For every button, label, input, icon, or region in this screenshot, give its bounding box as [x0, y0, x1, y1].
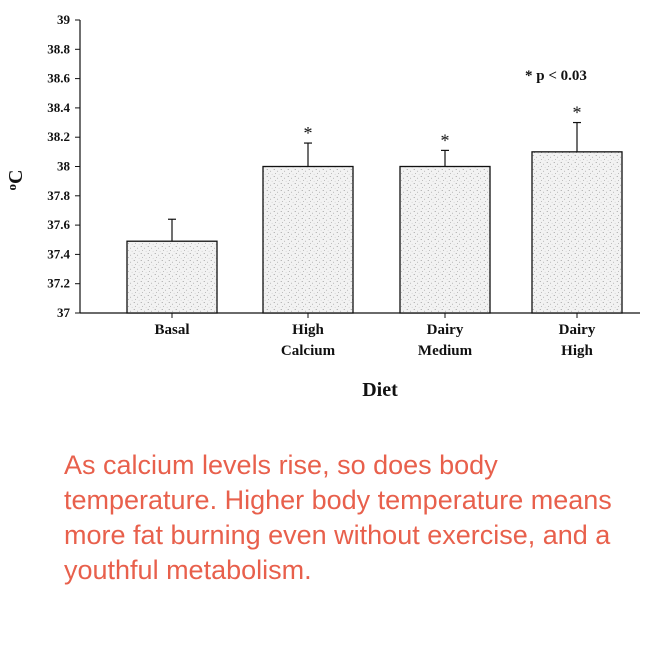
x-axis: [80, 312, 640, 318]
category-label-0: Basal: [154, 322, 189, 338]
error-bars: * * *: [168, 103, 582, 242]
y-axis: 37 37.2 37.4 37.6 37.8 38 38.2 38.4 38.6 38.8 39: [47, 12, 81, 320]
category-label-2: Dairy Medium: [418, 322, 473, 359]
y-tick-label: 38: [57, 159, 71, 174]
caption-text: As calcium levels rise, so does body tem…: [64, 450, 612, 585]
bar-1: [262, 165, 354, 314]
significance-marker-1: *: [304, 123, 313, 143]
y-tick-label: 37: [57, 305, 71, 320]
bar-chart: 37 37.2 37.4 37.6 37.8 38 38.2 38.4 38.6 38.8 39 *…: [4, 12, 640, 401]
bars: [126, 151, 623, 314]
y-tick-label: 37.2: [47, 276, 70, 291]
category-label-3: Dairy High: [559, 322, 596, 359]
y-tick-label: 38.2: [47, 129, 70, 144]
bar-3: [531, 151, 623, 314]
category-labels: Basal High Calcium Dairy Medium Dairy High: [154, 322, 595, 359]
x-axis-title: Diet: [362, 379, 398, 401]
y-axis-title: oC: [4, 170, 27, 191]
significance-marker-2: *: [441, 130, 450, 150]
category-label-1: High Calcium: [281, 322, 336, 359]
y-tick-label: 39: [57, 12, 71, 27]
y-tick-label: 38.8: [47, 41, 70, 56]
y-tick-label: 38.4: [47, 100, 70, 115]
y-tick-label: 37.4: [47, 246, 70, 261]
y-tick-label: 37.8: [47, 188, 70, 203]
significance-note: * p < 0.03: [525, 68, 587, 84]
significance-marker-3: *: [573, 103, 582, 123]
y-tick-label: 38.6: [47, 71, 70, 86]
y-tick-label: 37.6: [47, 217, 70, 232]
bar-0: [126, 240, 218, 314]
bar-2: [399, 165, 491, 314]
